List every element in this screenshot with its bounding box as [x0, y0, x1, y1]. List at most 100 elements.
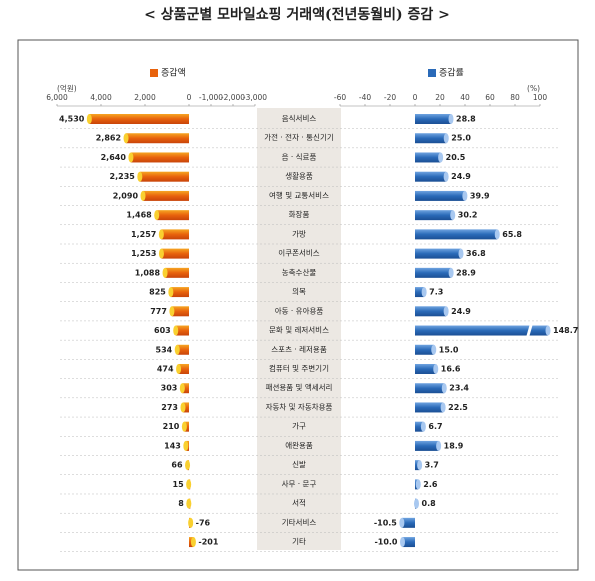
value-label: 1,257 [131, 230, 156, 239]
value-label: 2.6 [423, 480, 438, 489]
bar-cap [414, 498, 419, 509]
category-label: 서적 [292, 498, 306, 508]
category-label: 이쿠폰서비스 [278, 248, 319, 258]
category-label: 음식서비스 [282, 114, 317, 123]
bar-cap [162, 267, 168, 278]
x-tick-label: -60 [334, 93, 346, 102]
value-label: 30.2 [458, 211, 478, 220]
bar-cap [186, 498, 192, 509]
category-label: 아동 · 유아용품 [275, 305, 324, 315]
x-tick-label: 100 [533, 93, 548, 102]
bar [415, 383, 445, 394]
bar-cap [448, 267, 454, 278]
category-label: 애완용품 [285, 441, 313, 450]
bar-cap [420, 421, 426, 432]
value-label: 474 [157, 364, 174, 373]
bar-cap [417, 460, 423, 471]
category-column [257, 108, 341, 550]
category-label: 패션용품 및 액세서리 [266, 382, 333, 392]
value-label: 148.7 [553, 326, 578, 335]
bar-cap [123, 133, 129, 144]
value-label: 777 [150, 307, 167, 316]
value-label: 15.0 [439, 345, 459, 354]
value-label: 273 [161, 403, 178, 412]
bar-cap [174, 344, 180, 355]
bar-cap [458, 248, 464, 259]
bar [415, 402, 444, 413]
axis-unit: (%) [527, 84, 540, 93]
bar-cap [179, 383, 185, 394]
x-tick-label: -2,000 [221, 93, 245, 102]
bar-cap [168, 287, 174, 298]
bar [415, 152, 441, 163]
bar-cap [438, 152, 444, 163]
bar-cap [494, 229, 500, 240]
x-tick-label: 0 [187, 93, 192, 102]
legend-swatch [428, 69, 436, 77]
bar-cap [440, 402, 446, 413]
value-label: 24.9 [451, 307, 471, 316]
x-tick-label: -20 [384, 93, 396, 102]
bar [165, 267, 189, 278]
category-label: 가방 [292, 228, 306, 238]
bar-cap [183, 440, 189, 451]
value-label: 25.0 [451, 134, 471, 143]
value-label: -201 [198, 538, 218, 547]
bar [170, 287, 189, 298]
value-label: 7.3 [429, 288, 443, 297]
bar-cap [462, 190, 468, 201]
value-label: -10.5 [374, 518, 397, 527]
category-label: 가구 [292, 422, 306, 431]
value-label: 4,530 [59, 115, 85, 124]
value-label: 16.6 [441, 364, 461, 373]
value-label: 6.7 [428, 422, 442, 431]
value-label: 20.5 [446, 153, 466, 162]
bar-cap [415, 479, 421, 490]
category-label: 기타 [292, 537, 306, 546]
value-label: 603 [154, 326, 171, 335]
bar-cap [137, 171, 143, 182]
bar-cap [441, 383, 447, 394]
category-label: 농축수산물 [282, 267, 317, 277]
category-label: 문화 및 레저서비스 [269, 325, 329, 335]
bar-cap [443, 306, 449, 317]
value-label: 8 [178, 499, 184, 508]
value-label: 534 [156, 345, 173, 354]
x-tick-label: 6,000 [46, 93, 68, 102]
category-label: 음 · 식료품 [282, 152, 317, 161]
value-label: 1,088 [135, 268, 161, 277]
bar [415, 229, 498, 240]
value-label: 18.9 [444, 441, 464, 450]
bar-cap [140, 190, 146, 201]
category-label: 가전 · 전자 · 통신기기 [264, 132, 334, 142]
bar-cap [176, 363, 182, 374]
category-label: 사무 · 문구 [282, 479, 317, 488]
value-label: 36.8 [466, 249, 486, 258]
value-label: 143 [164, 441, 181, 450]
legend-label: 증감액 [161, 67, 186, 79]
value-label: 28.9 [456, 268, 476, 277]
bar [89, 114, 189, 124]
bar-cap [181, 421, 187, 432]
value-label: 28.8 [456, 115, 476, 124]
bar [415, 344, 434, 355]
value-label: 39.9 [470, 191, 490, 200]
category-label: 의복 [292, 286, 306, 296]
x-tick-label: -3,000 [243, 93, 267, 102]
bar [161, 248, 189, 259]
value-label: 2,640 [101, 153, 127, 162]
bar-cap [443, 171, 449, 182]
bar [415, 363, 436, 374]
bar-cap [400, 537, 405, 548]
category-label: 여행 및 교통서비스 [269, 190, 329, 200]
bar [415, 267, 452, 278]
x-tick-label: 4,000 [90, 93, 112, 102]
value-label: 1,468 [126, 211, 152, 220]
bar-cap [158, 229, 164, 240]
x-tick-label: -1,000 [199, 93, 223, 102]
bar-cap [185, 460, 191, 471]
bar [415, 190, 465, 201]
axis-unit: (억원) [57, 84, 77, 93]
x-tick-label: 40 [460, 93, 470, 102]
